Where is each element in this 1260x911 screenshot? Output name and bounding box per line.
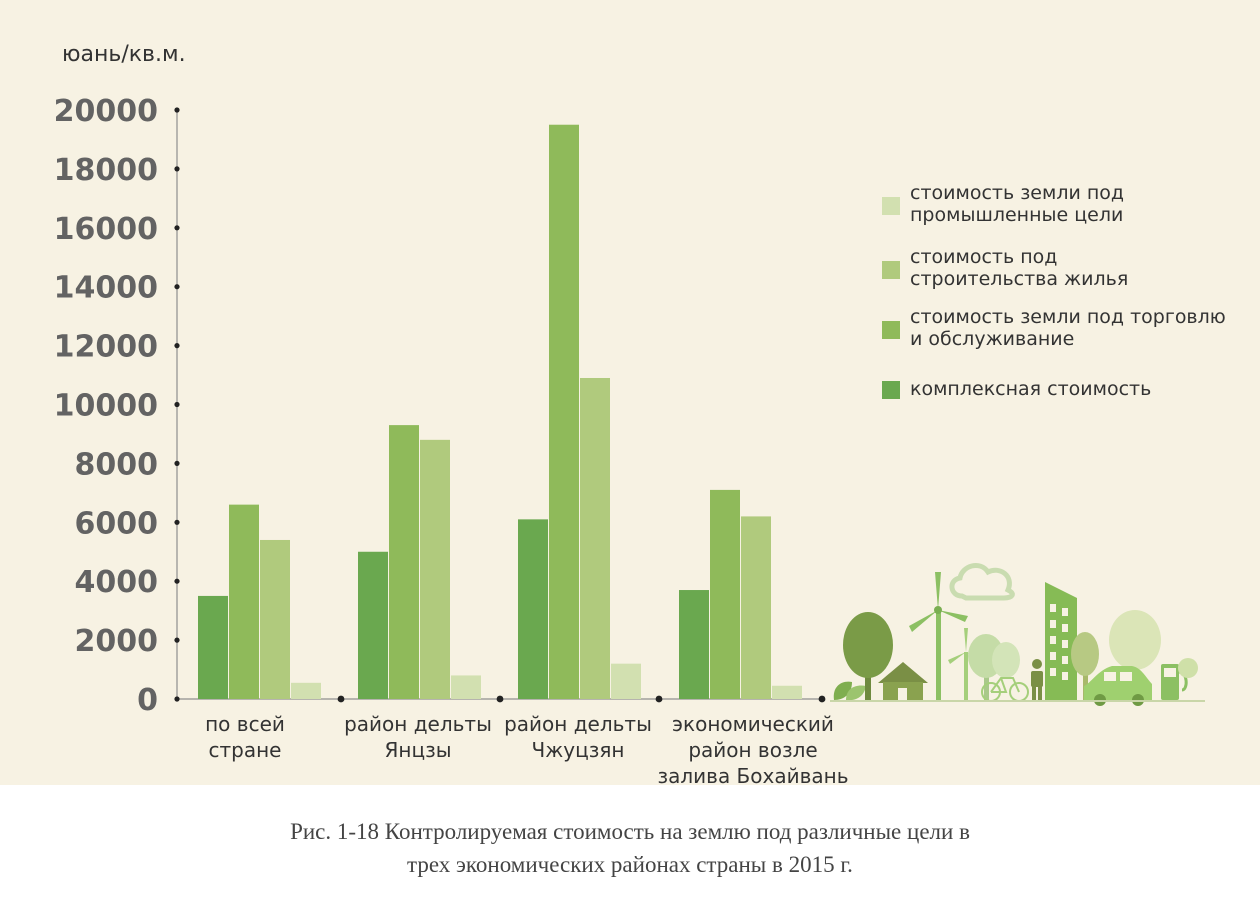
bar [260,539,290,699]
building-icon [1045,582,1077,702]
x-category-label-line: по всей [205,712,285,736]
y-tick-dot [174,460,180,466]
x-category-label: район дельты Чжуцзян [478,711,678,763]
legend-label: стоимость под строительства жилья [910,246,1129,290]
legend-item: комплексная стоимость [882,378,1252,428]
bar [580,377,610,699]
y-tick-dot [174,225,180,231]
bar [389,425,419,699]
x-separator-dot [818,695,826,703]
y-tick-label: 6000 [75,506,159,541]
bar [291,682,321,699]
wind-turbine-icon [909,572,968,700]
x-category-label-line: район возле [688,738,818,762]
x-category-label-line: Чжуцзян [531,738,625,762]
x-category-label-line: стране [208,738,282,762]
bar [741,516,771,699]
tree-icon [843,612,893,700]
y-tick-dot [174,343,180,349]
y-tick-label: 14000 [54,271,158,306]
bar [518,519,548,699]
axis-layer: 0 2000 4000 6000 8000 10000 12000 14000 16000 180… [54,94,826,718]
tree-icon [968,634,1020,700]
y-axis-label: юань/кв.м. [62,42,186,67]
caption-line: Рис. 1-18 Контролируемая стоимость на зе… [290,819,970,844]
legend-label: комплексная стоимость [910,378,1152,400]
legend-label: стоимость земли под промышленные цели [910,182,1125,226]
y-tick-label: 8000 [75,447,159,482]
x-separator-dot [655,695,663,703]
ground-line [830,700,1205,702]
bar [772,685,802,699]
person-icon [1031,659,1043,700]
y-tick-dot [174,401,180,408]
y-tick-dot [174,578,180,584]
legend-swatch [882,321,900,339]
y-tick-dot [174,637,180,643]
figure-caption: Рис. 1-18 Контролируемая стоимость на зе… [0,815,1260,881]
bar [451,675,481,699]
bar-layer [198,124,802,700]
bar [549,124,579,700]
y-tick-dot [174,107,180,113]
x-separator-dot [337,695,345,703]
x-category-label: экономический район возле залива Бохайвань [653,711,853,789]
legend-swatch [882,381,900,399]
tree-icon [1071,632,1099,702]
y-tick-label: 18000 [54,153,158,188]
y-tick-label: 0 [137,683,158,718]
bar [420,439,450,699]
y-tick-dot [174,284,180,290]
bar [679,590,709,699]
y-tick-dot [174,166,180,172]
bar [710,489,740,699]
legend-swatch [882,197,900,215]
x-category-label-line: район дельты [504,712,652,736]
y-tick-label: 16000 [54,212,158,247]
y-tick-dot [174,519,180,525]
legend-label: стоимость земли под торговлю и обслужива… [910,306,1226,350]
y-tick-label: 4000 [75,565,159,600]
charging-station-icon [1161,658,1198,700]
x-category-label-line: район дельты [344,712,492,736]
eco-city-illustration [830,562,1205,706]
bar [358,551,388,699]
y-tick-label: 20000 [54,94,158,129]
bar [198,595,228,699]
legend-swatch [882,261,900,279]
y-tick-label: 2000 [75,624,159,659]
bar-chart: 0 2000 4000 6000 8000 10000 12000 14000 16000 180… [54,94,1205,718]
y-tick-label: 10000 [54,389,158,424]
legend-item: стоимость земли под промышленные цели [882,182,1252,232]
bar [229,504,259,699]
x-category-label-line: экономический [672,712,834,736]
legend-item: стоимость земли под торговлю и обслужива… [882,306,1252,356]
legend-item: стоимость под строительства жилья [882,246,1252,296]
x-category-label-line: Янцзы [384,738,452,762]
house-icon [878,662,928,702]
y-tick-label: 12000 [54,330,158,365]
x-category-label-line: залива Бохайвань [657,764,849,788]
caption-line: трех экономических районах страны в 2015… [407,852,853,877]
y-tick-dot [174,696,180,702]
x-category-label: по всей стране [145,711,345,763]
cloud-icon [949,562,1015,601]
x-category-label: район дельты Янцзы [318,711,518,763]
x-separator-dot [496,695,504,703]
bar [611,663,641,699]
leaf-icon [833,681,866,701]
